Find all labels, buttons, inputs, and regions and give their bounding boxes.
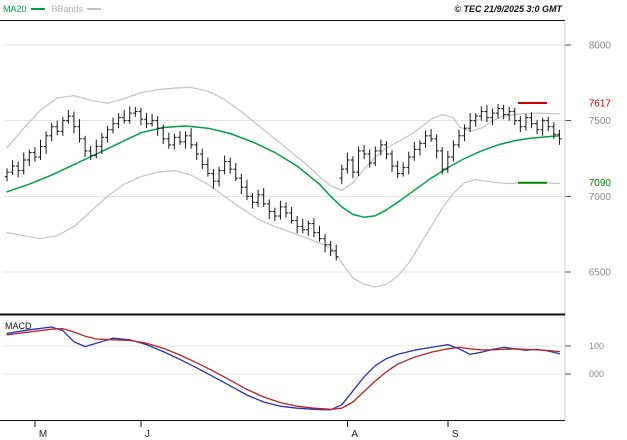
price-gridlines: 8000 7500 7000 6500 [4,41,612,278]
price-axis-label: 7000 [589,192,612,203]
ma20-line [6,125,561,218]
price-axis-label: 7500 [589,116,612,127]
month-label-J: J [145,429,150,440]
macd-axis-label: 000 [589,369,604,379]
legend-ma20-label: MA20 [3,4,27,14]
macd-macd-line [6,326,561,411]
chart-header: MA20 BBands © TEC 21/9/2025 3:0 GMT [3,2,562,16]
price-axis-label: 8000 [589,41,612,52]
macd-panel-label: MACD [5,321,32,331]
macd-gridlines: 100 000 [4,341,604,379]
macd-signal-line [6,327,561,410]
legend-bbands-label: BBands [51,4,84,14]
macd-axis-label: 100 [589,341,604,351]
chart-legend: MA20 BBands [3,4,108,14]
bollinger-upper-line [6,86,560,191]
month-label-S: S [452,429,459,440]
month-label-M: M [39,429,47,440]
copyright-text: © TEC 21/9/2025 3:0 GMT [454,4,562,14]
price-axis-label: 6500 [589,267,612,278]
level-label-7617: 7617 [589,98,612,109]
ma20-line-swatch [30,8,45,10]
month-label-A: A [351,429,358,440]
bbands-line-swatch [87,8,102,10]
level-label-7090: 7090 [589,178,612,189]
chart-frame [0,20,566,421]
bollinger-lower-line [6,170,560,288]
candlesticks [4,104,562,261]
